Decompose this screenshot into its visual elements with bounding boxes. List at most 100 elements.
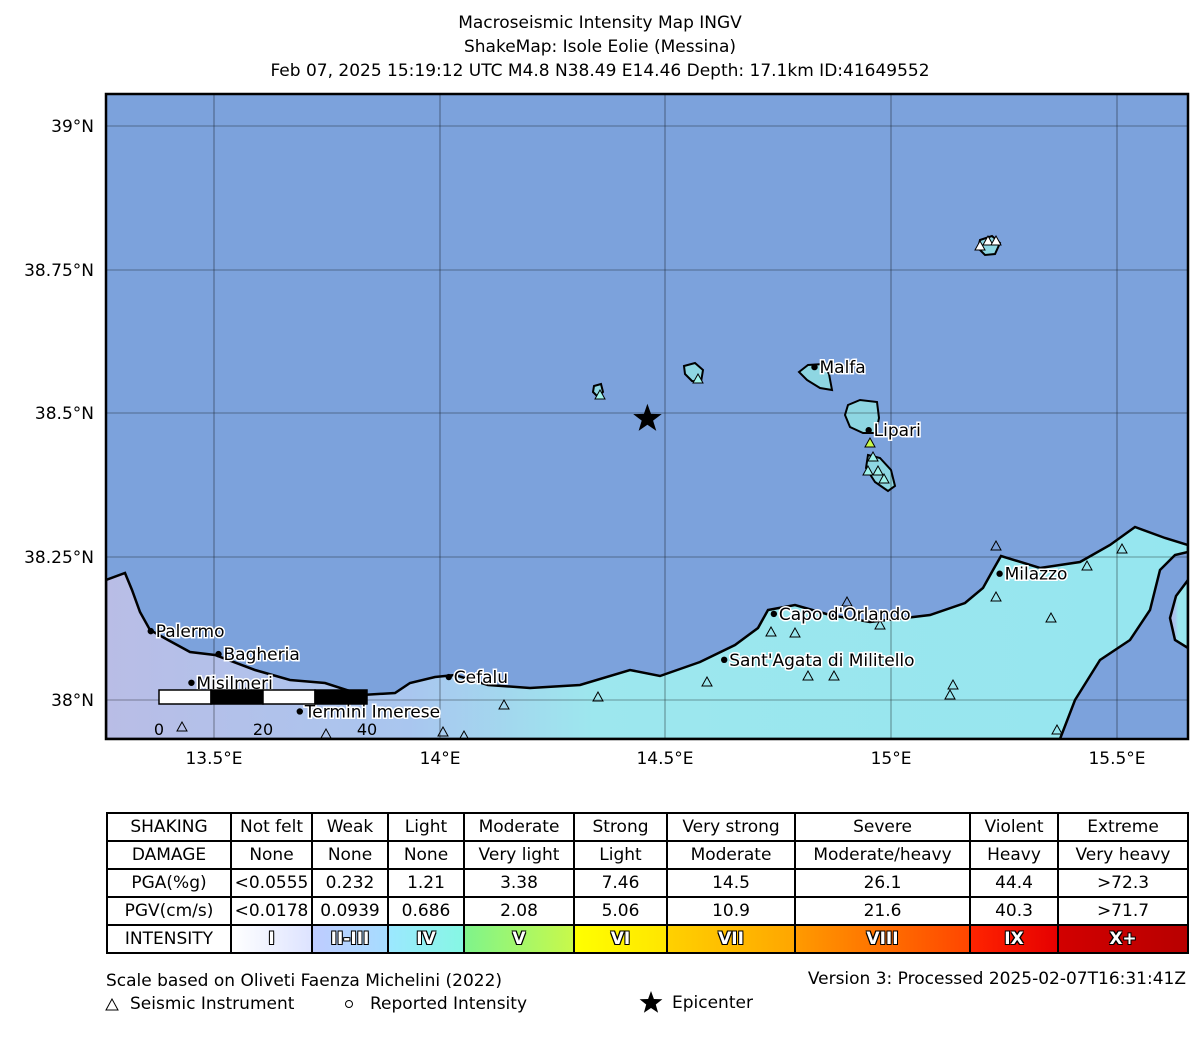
star-icon <box>639 991 663 1013</box>
pga-cell: 7.46 <box>573 868 668 898</box>
station-marker[interactable] <box>878 472 890 484</box>
lon-tick: 15°E <box>871 749 912 769</box>
city-dot <box>811 363 818 371</box>
scale-bar: 0 20 40 <box>154 689 377 739</box>
intensity-cell: VI <box>573 924 668 954</box>
triangle-icon <box>105 997 119 1011</box>
event-details: Feb 07, 2025 15:19:12 UTC M4.8 N38.49 E1… <box>270 61 930 81</box>
lon-tick: 15.5°E <box>1088 749 1145 769</box>
city-label: Malfa <box>819 358 865 378</box>
intensity-cell: I <box>230 924 313 954</box>
pgv-row: PGV(cm/s) <0.0178 0.0939 0.686 2.08 5.06… <box>106 896 1189 926</box>
epicenter-star-icon[interactable] <box>633 403 662 431</box>
city-dot <box>296 708 303 715</box>
shaking-cell: Severe <box>794 812 971 842</box>
damage-row: DAMAGE None None None Very light Light M… <box>106 840 1189 870</box>
station-marker[interactable] <box>828 669 840 681</box>
station-marker[interactable] <box>802 669 814 681</box>
pgv-cell: 10.9 <box>666 896 796 926</box>
station-marker[interactable] <box>1051 723 1063 735</box>
damage-cell: None <box>387 840 465 870</box>
reported-legend-label: Reported Intensity <box>370 994 528 1014</box>
pga-row: PGA(%g) <0.0555 0.232 1.21 3.38 7.46 14.… <box>106 868 1189 898</box>
pga-cell: 3.38 <box>463 868 575 898</box>
scale-label-40: 40 <box>357 720 377 739</box>
pgv-cell: 5.06 <box>573 896 668 926</box>
shaking-cell: Moderate <box>463 812 575 842</box>
station-marker[interactable] <box>458 729 470 740</box>
intensity-cell: X+ <box>1057 924 1189 954</box>
station-marker[interactable] <box>789 626 801 638</box>
station-marker[interactable] <box>594 388 606 400</box>
damage-cell: Moderate <box>666 840 796 870</box>
station-marker[interactable] <box>841 595 853 607</box>
city-dot <box>720 656 728 664</box>
station-marker[interactable] <box>592 690 604 702</box>
station-marker[interactable] <box>176 720 188 732</box>
intensity-cell: IX <box>969 924 1059 954</box>
map-subtitle: ShakeMap: Isole Eolie (Messina) <box>463 37 737 57</box>
station-marker[interactable] <box>944 688 956 700</box>
pga-cell: 1.21 <box>387 868 465 898</box>
station-marker[interactable] <box>990 590 1002 602</box>
circle-icon <box>345 1000 353 1008</box>
station-marker[interactable] <box>982 234 994 246</box>
station-marker[interactable] <box>864 436 876 448</box>
pgv-cell: >71.7 <box>1057 896 1189 926</box>
city-dot <box>215 650 222 658</box>
scale-note: Scale based on Oliveti Faenza Michelini … <box>106 971 503 991</box>
intensity-cell: V <box>463 924 575 954</box>
scale-label-20: 20 <box>253 720 273 739</box>
damage-cell: Moderate/heavy <box>794 840 971 870</box>
station-marker[interactable] <box>874 618 886 630</box>
pgv-header: PGV(cm/s) <box>106 896 232 926</box>
station-marker[interactable] <box>1081 559 1093 571</box>
pga-cell: <0.0555 <box>230 868 313 898</box>
lon-tick: 13.5°E <box>185 749 242 769</box>
station-marker[interactable] <box>692 372 704 384</box>
city-dot <box>147 627 154 635</box>
city-dot <box>865 427 872 434</box>
intensity-cell: II-III <box>311 924 389 954</box>
pgv-cell: 0.0939 <box>311 896 389 926</box>
damage-header: DAMAGE <box>106 840 232 870</box>
intensity-header: INTENSITY <box>106 924 232 954</box>
shaking-cell: Violent <box>969 812 1059 842</box>
epicenter-legend-label: Epicenter <box>672 993 753 1013</box>
lat-tick: 38°N <box>51 691 94 711</box>
city-label: Cefalu <box>454 668 508 688</box>
city-dot <box>188 679 195 686</box>
station-marker[interactable] <box>990 234 1002 246</box>
intensity-legend-table: SHAKING Not felt Weak Light Moderate Str… <box>106 812 1189 954</box>
station-marker[interactable] <box>498 698 510 710</box>
scale-label-0: 0 <box>154 720 164 739</box>
city-dot <box>770 610 778 618</box>
lat-tick: 38.75°N <box>24 261 94 281</box>
lon-tick: 14.5°E <box>636 749 693 769</box>
station-marker[interactable] <box>437 725 449 737</box>
pga-header: PGA(%g) <box>106 868 232 898</box>
station-marker[interactable] <box>990 539 1002 551</box>
pga-cell: 14.5 <box>666 868 796 898</box>
station-marker[interactable] <box>1116 542 1128 554</box>
station-marker[interactable] <box>1045 611 1057 623</box>
pgv-cell: 40.3 <box>969 896 1059 926</box>
instrument-legend: Seismic Instrument <box>104 993 294 1015</box>
station-marker[interactable] <box>701 675 713 687</box>
pga-cell: >72.3 <box>1057 868 1189 898</box>
instrument-legend-label: Seismic Instrument <box>130 994 295 1014</box>
station-marker[interactable] <box>862 464 874 476</box>
station-marker[interactable] <box>867 450 879 462</box>
station-marker[interactable] <box>765 625 777 637</box>
station-marker[interactable] <box>947 678 959 690</box>
damage-cell: None <box>311 840 389 870</box>
city-label: Bagheria <box>224 645 300 665</box>
city-label: Lipari <box>874 421 921 441</box>
lon-tick: 14°E <box>420 749 461 769</box>
pgv-cell: 2.08 <box>463 896 575 926</box>
station-marker[interactable] <box>872 464 884 476</box>
city-label: Termini Imerese <box>304 702 440 722</box>
sicily-land <box>106 525 1188 739</box>
damage-cell: Light <box>573 840 668 870</box>
shaking-cell: Very strong <box>666 812 796 842</box>
